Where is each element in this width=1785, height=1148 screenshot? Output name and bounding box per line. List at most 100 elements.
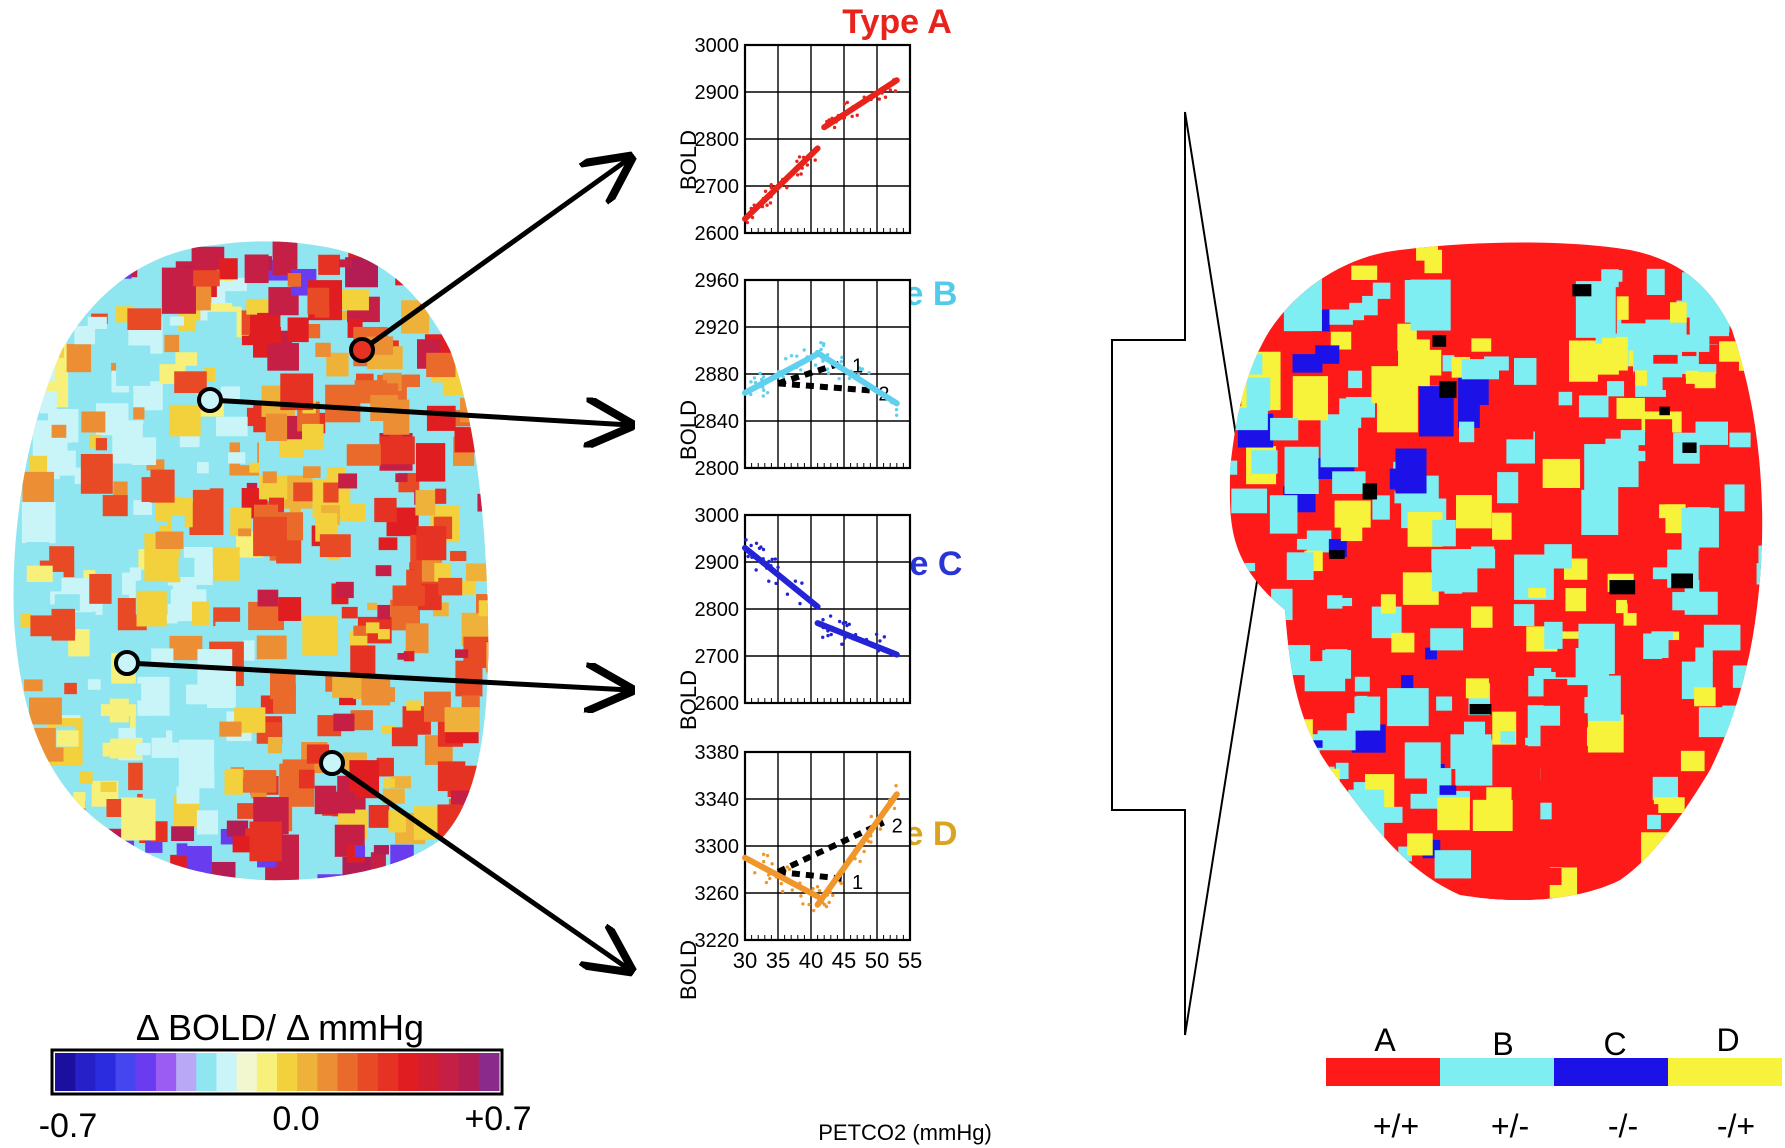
brain-voxel-patch bbox=[256, 635, 287, 660]
type-voxel-patch bbox=[1763, 898, 1781, 914]
brain-voxel-patch bbox=[50, 876, 66, 881]
data-point bbox=[894, 413, 899, 417]
type-voxel-patch bbox=[1660, 892, 1688, 900]
type-voxel-patch bbox=[1459, 421, 1475, 443]
brain-voxel-patch bbox=[406, 700, 421, 711]
y-tick-label: 2600 bbox=[695, 223, 740, 245]
data-point bbox=[763, 189, 768, 193]
data-point bbox=[785, 592, 790, 596]
brain-voxel-patch bbox=[405, 623, 429, 654]
type-voxel-patch bbox=[1651, 363, 1683, 381]
type-voxel-patch bbox=[1669, 302, 1687, 323]
type-voxel-patch bbox=[1444, 568, 1463, 594]
type-voxel-patch bbox=[1380, 594, 1396, 614]
type-voxel-patch bbox=[1229, 672, 1261, 715]
type-voxel-patch bbox=[1668, 640, 1696, 662]
data-point bbox=[779, 881, 783, 886]
fit-line bbox=[821, 77, 900, 131]
type-voxel-patch bbox=[1356, 242, 1379, 254]
unclassified-voxel-patch bbox=[1362, 483, 1378, 500]
brain-voxel-patch bbox=[246, 304, 258, 315]
legend-letter-d: D bbox=[1716, 1022, 1739, 1058]
type-voxel-patch bbox=[1760, 676, 1763, 707]
type-voxel-patch bbox=[1699, 547, 1738, 592]
data-point bbox=[831, 893, 835, 898]
fit-line bbox=[742, 145, 821, 222]
type-voxel-patch bbox=[1325, 860, 1340, 870]
type-voxel-patch bbox=[1694, 372, 1716, 389]
type-voxel-patch bbox=[1271, 588, 1293, 621]
brain-voxel-patch bbox=[87, 663, 107, 680]
brain-voxel-patch bbox=[95, 518, 109, 537]
type-voxel-patch bbox=[1296, 538, 1317, 550]
unclassified-voxel-patch bbox=[1609, 580, 1636, 595]
brain-voxel-patch bbox=[487, 319, 489, 336]
brain-voxel-patch bbox=[106, 252, 132, 279]
brain-voxel-patch bbox=[249, 462, 260, 473]
type-voxel-patch bbox=[1362, 295, 1378, 316]
x-tick-label: 45 bbox=[832, 948, 856, 973]
data-point bbox=[811, 887, 815, 891]
brain-voxel-patch bbox=[213, 547, 240, 581]
y-tick-label: 2800 bbox=[695, 129, 740, 151]
brain-voxel-patch bbox=[169, 635, 203, 661]
type-voxel-patch bbox=[1600, 472, 1616, 482]
colorbar-cell bbox=[216, 1053, 238, 1091]
type-voxel-patch bbox=[1645, 419, 1673, 442]
type-voxel-patch bbox=[1602, 336, 1628, 371]
brain-voxel-patch bbox=[150, 469, 175, 503]
type-voxel-patch bbox=[1550, 494, 1566, 509]
type-voxel-patch bbox=[1681, 507, 1719, 551]
type-voxel-patch bbox=[1694, 687, 1716, 707]
brain-voxel-patch bbox=[319, 534, 351, 558]
brain-voxel-patch bbox=[121, 797, 156, 841]
brain-voxel-patch bbox=[191, 720, 210, 741]
type-voxel-patch bbox=[1509, 663, 1527, 680]
type-voxel-patch bbox=[1249, 760, 1286, 810]
type-voxel-patch bbox=[1260, 253, 1274, 267]
type-voxel-patch bbox=[1476, 868, 1517, 899]
brain-voxel-patch bbox=[51, 608, 76, 641]
brain-voxel-patch bbox=[455, 649, 469, 658]
chart-d-plot: 3220 3260 3300 3340 3380 1 2 30 35 40 45 50 55 bbox=[695, 742, 923, 973]
data-point bbox=[882, 635, 887, 639]
brain-voxel-patch bbox=[461, 695, 480, 710]
brain-voxel-patch bbox=[353, 625, 368, 636]
brain-voxel-patch bbox=[426, 862, 461, 881]
type-voxel-patch bbox=[1540, 725, 1581, 786]
data-point bbox=[845, 100, 850, 105]
arrow-type-c bbox=[126, 660, 630, 690]
brain-voxel-patch bbox=[20, 614, 32, 628]
brain-voxel-patch bbox=[367, 872, 385, 881]
brain-voxel-patch bbox=[373, 845, 389, 855]
data-point bbox=[769, 182, 773, 187]
data-point bbox=[799, 172, 803, 176]
brain-voxel-patch bbox=[391, 727, 418, 747]
brain-voxel-patch bbox=[192, 601, 209, 626]
brain-voxel-patch bbox=[368, 805, 390, 828]
y-tick-label: 2700 bbox=[695, 646, 740, 668]
brain-voxel-patch bbox=[77, 841, 96, 867]
brain-voxel-patch bbox=[486, 642, 489, 674]
data-point bbox=[753, 871, 757, 875]
brain-voxel-patch bbox=[279, 438, 304, 458]
type-voxel-patch bbox=[1234, 318, 1261, 336]
brain-voxel-patch bbox=[302, 616, 338, 656]
data-point bbox=[789, 353, 794, 358]
data-point bbox=[762, 375, 766, 379]
brain-voxel-patch bbox=[381, 725, 395, 735]
brain-voxel-patch bbox=[442, 372, 464, 396]
brain-voxel-patch bbox=[287, 317, 309, 343]
type-voxel-patch bbox=[1354, 676, 1370, 692]
type-voxel-patch bbox=[1646, 268, 1665, 296]
brain-voxel-patch bbox=[444, 707, 480, 733]
type-voxel-patch bbox=[1229, 460, 1238, 475]
brain-voxel-patch bbox=[471, 244, 487, 261]
brain-voxel-patch bbox=[318, 254, 341, 275]
type-voxel-patch bbox=[1230, 407, 1268, 431]
arrows-left bbox=[114, 158, 630, 970]
type-voxel-patch bbox=[1737, 765, 1763, 797]
type-voxel-patch bbox=[1340, 597, 1353, 607]
data-point bbox=[770, 862, 774, 866]
brain-voxel-patch bbox=[99, 840, 135, 874]
